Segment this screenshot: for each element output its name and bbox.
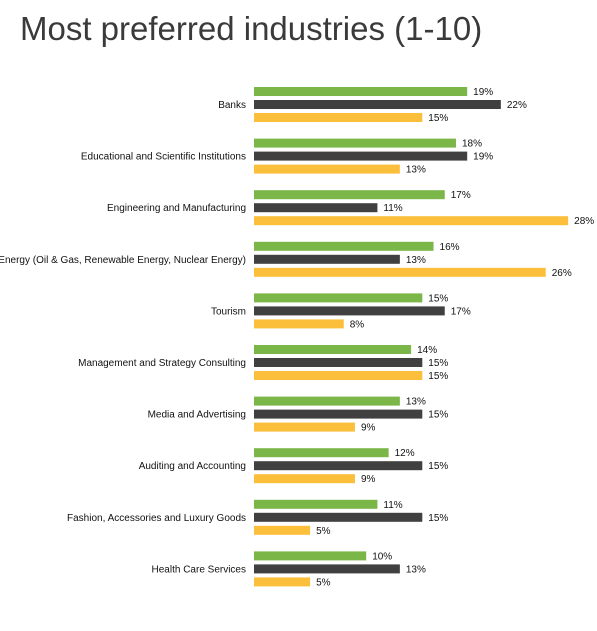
data-label: 15% <box>428 113 448 124</box>
data-label: 15% <box>428 461 448 472</box>
bar <box>254 241 434 251</box>
bar <box>254 254 400 264</box>
data-label: 13% <box>406 564 426 575</box>
bar <box>254 345 412 354</box>
data-label: 5% <box>316 577 331 588</box>
bar <box>254 422 355 432</box>
data-label: 26% <box>552 268 572 279</box>
bar <box>254 409 423 419</box>
bar <box>254 100 501 109</box>
category-label: Tourism <box>211 306 246 317</box>
bar <box>254 512 423 522</box>
bar <box>254 474 355 484</box>
category-group: Tourism 15%17% 8% <box>211 293 471 330</box>
bar <box>254 396 400 406</box>
category-group: Management and Strategy Consulting 14% 15%… <box>78 345 448 382</box>
data-label: 15% <box>428 293 448 304</box>
category-label: Management and Strategy Consulting <box>78 358 246 369</box>
bar <box>254 203 378 213</box>
category-group: Auditing and Accounting 12% 15% 9% <box>139 448 448 485</box>
category-group: Media and Advertising 13%15% 9% <box>148 396 448 434</box>
bar <box>254 319 344 329</box>
bar <box>254 577 311 587</box>
data-label: 13% <box>406 165 426 176</box>
category-label: Media and Advertising <box>148 410 246 421</box>
category-label: Banks <box>218 100 246 111</box>
bar <box>254 113 423 122</box>
data-label: 19% <box>473 152 493 163</box>
category-label: Fashion, Accessories and Luxury Goods <box>67 513 246 524</box>
data-label: 18% <box>462 139 482 150</box>
data-label: 9% <box>361 474 376 485</box>
data-label: 12% <box>395 448 415 459</box>
data-label: 10% <box>372 551 392 562</box>
bar <box>254 499 378 509</box>
bar <box>254 371 423 380</box>
data-label: 13% <box>406 397 426 408</box>
data-label: 9% <box>361 423 376 434</box>
bar <box>254 138 456 148</box>
category-group: Engineering and Manufacturing 17% 11% 28% <box>107 190 594 227</box>
bar <box>254 293 423 303</box>
bar <box>254 151 468 161</box>
data-label: 17% <box>451 306 471 317</box>
bar <box>254 525 311 535</box>
bar <box>254 306 445 316</box>
category-group: Banks 19% 22% 15% <box>218 87 527 124</box>
data-label: 15% <box>428 371 448 382</box>
bar <box>254 267 546 277</box>
data-label: 15% <box>428 513 448 524</box>
data-label: 15% <box>428 410 448 421</box>
category-label: Engineering and Manufacturing <box>107 203 246 214</box>
category-label: Auditing and Accounting <box>139 461 246 472</box>
bar <box>254 551 367 561</box>
data-label: 16% <box>440 242 460 253</box>
category-group: Fashion, Accessories and Luxury Goods 11%… <box>67 499 448 537</box>
bar <box>254 564 400 574</box>
data-label: 11% <box>383 203 402 214</box>
data-label: 28% <box>574 216 594 227</box>
category-group: Energy (Oil & Gas, Renewable Energy, Nuc… <box>0 241 572 279</box>
bar <box>254 448 389 458</box>
bar <box>254 190 445 200</box>
category-label: Health Care Services <box>152 564 246 575</box>
data-label: 11% <box>383 500 402 511</box>
data-label: 13% <box>406 255 426 266</box>
bar <box>254 87 468 96</box>
bar <box>254 216 569 226</box>
data-label: 5% <box>316 526 331 537</box>
bar <box>254 358 423 367</box>
category-label: Energy (Oil & Gas, Renewable Energy, Nuc… <box>0 255 246 266</box>
category-group: Health Care Services 10% 13% 5% <box>152 551 426 588</box>
data-label: 17% <box>451 190 471 201</box>
category-label: Educational and Scientific Institutions <box>81 152 246 163</box>
data-label: 15% <box>428 358 448 369</box>
data-label: 8% <box>350 319 365 330</box>
data-label: 14% <box>417 345 437 356</box>
chart-title: Most preferred industries (1-10) <box>20 10 483 47</box>
bar <box>254 164 400 174</box>
data-label: 19% <box>473 87 493 98</box>
data-label: 22% <box>507 100 527 111</box>
category-group: Educational and Scientific Institutions 1… <box>81 138 493 176</box>
bar <box>254 461 423 471</box>
